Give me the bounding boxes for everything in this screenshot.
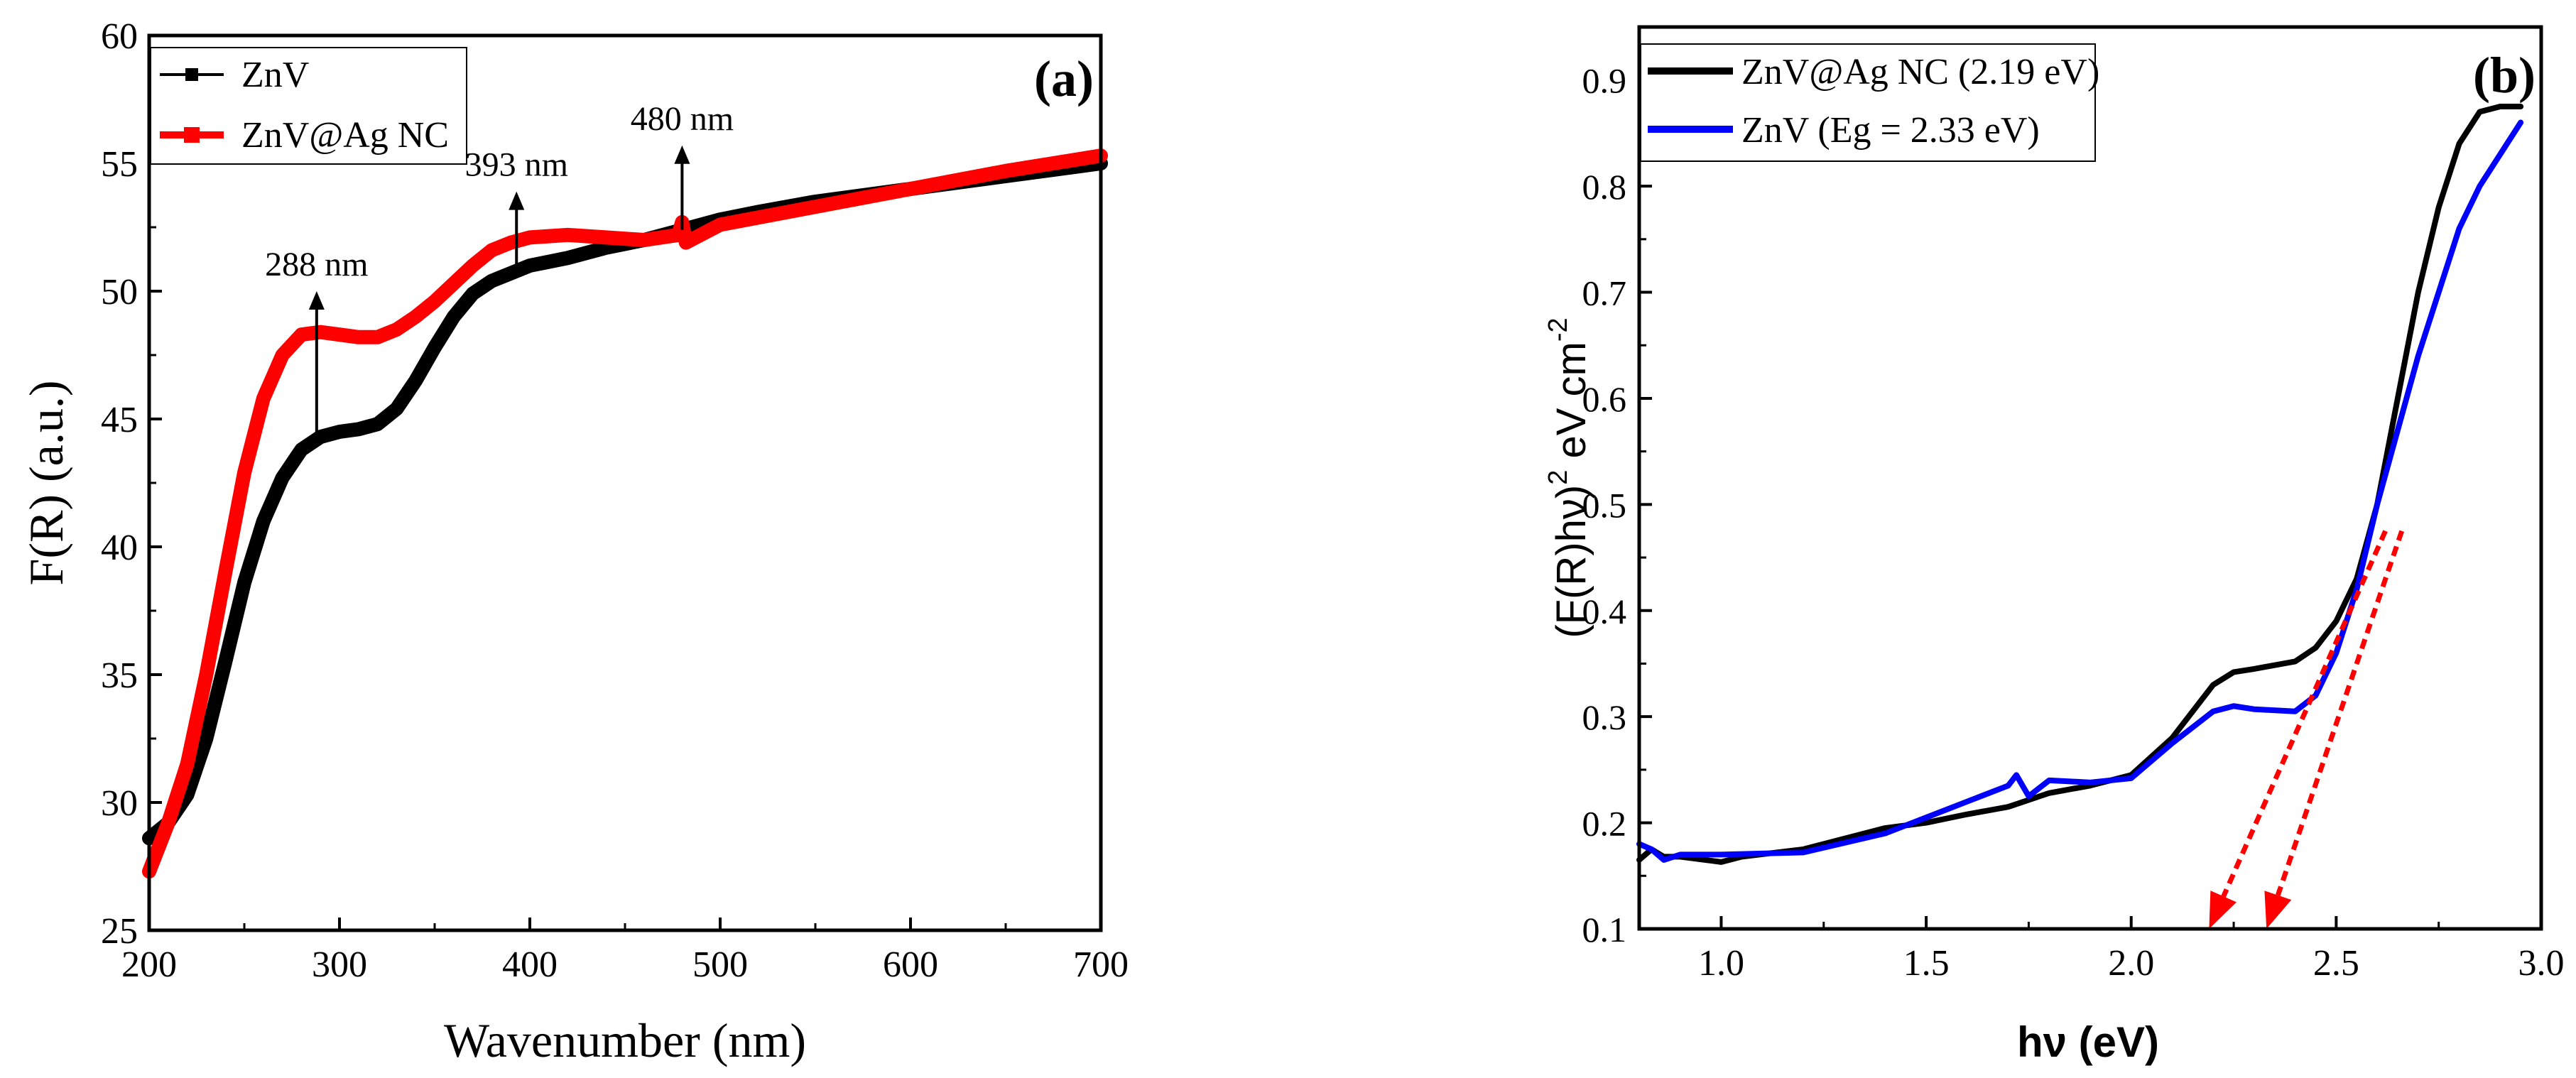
chart-b-ytick-label: 0.5 [1582, 485, 1627, 525]
annotation-label-393-nm: 393 nm [465, 146, 568, 184]
chart-b-ytick-label: 0.7 [1582, 273, 1627, 313]
chart-b-ytick-label: 0.9 [1582, 61, 1627, 101]
legend-a-label-znvag: ZnV@Ag NC [241, 115, 449, 156]
chart-a-ylabel: F(R) (a.u.) [19, 381, 73, 586]
tangent-line-znv-ag-nc [2221, 530, 2388, 898]
chart-b-xtick-label: 1.0 [1698, 943, 1744, 984]
chart-b-legend-box [1640, 43, 2096, 162]
chart-a-ytick-label: 25 [101, 911, 138, 952]
chart-a-ytick-label: 50 [101, 272, 138, 312]
chart-a-ytick-label: 45 [101, 400, 138, 440]
chart-b-ticks: 1.0 1.5 2.0 2.5 3.0 0.1 0.2 0.3 0.4 0.5 0.6 0.7 0.8 0… [1582, 61, 2565, 984]
chart-b-panel-label: (b) [2473, 47, 2536, 104]
chart-b-ytick-label: 0.6 [1582, 379, 1627, 419]
annotation-arrow-head [674, 145, 690, 164]
legend-b-label-znv: ZnV (Eg = 2.33 eV) [1741, 110, 2040, 151]
chart-a-xtick-label: 700 [1073, 944, 1129, 985]
chart-a: 200 300 400 500 600 700 25 30 35 40 45 50 55 60 288 n… [19, 16, 1129, 1067]
chart-b-xtick-label: 2.0 [2108, 943, 2154, 984]
chart-a-xtick-label: 400 [502, 944, 558, 985]
chart-b-series-group [1636, 104, 2524, 865]
series-b-znv-ag-nc-2-19-ev [1636, 104, 2524, 865]
tangent-arrow-head-znv-ag-nc [2209, 891, 2237, 929]
chart-b-ytick-label: 0.3 [1582, 697, 1627, 737]
legend-b-label-znvag: ZnV@Ag NC (2.19 eV) [1741, 52, 2099, 92]
chart-b-xtick-label: 2.5 [2313, 943, 2359, 984]
chart-b-xtick-label: 1.5 [1903, 943, 1950, 984]
chart-a-xlabel: Wavenumber (nm) [444, 1013, 806, 1067]
legend-a-marker-znv [185, 68, 198, 81]
chart-a-xtick-label: 300 [312, 944, 367, 985]
chart-b: 1.0 1.5 2.0 2.5 3.0 0.1 0.2 0.3 0.4 0.5 0.6 0.7 0.8 0… [1543, 25, 2565, 1066]
chart-a-xtick-label: 600 [883, 944, 938, 985]
tangent-arrow-head-znv [2264, 891, 2292, 929]
chart-a-ytick-label: 55 [101, 144, 138, 185]
annotation-label-480-nm: 480 nm [631, 100, 734, 138]
chart-b-ylabel-sup: 2 [1543, 470, 1573, 485]
chart-b-ylabel-unit-sup: -2 [1543, 317, 1573, 342]
chart-b-ytick-label: 0.8 [1582, 167, 1627, 207]
chart-b-ytick-label: 0.2 [1582, 804, 1627, 844]
chart-a-annotations: 288 nm 393 nm 480 nm [265, 100, 734, 437]
legend-a-marker-znvag [184, 127, 200, 143]
chart-a-xtick-label: 500 [692, 944, 748, 985]
chart-a-xtick-label: 200 [121, 944, 177, 985]
legend-a-label-znv: ZnV [241, 55, 309, 95]
chart-b-ylabel-main: (F(R)hν) [1548, 485, 1594, 638]
annotation-arrow-head [308, 291, 325, 310]
chart-a-ticks: 200 300 400 500 600 700 25 30 35 40 45 50 55 60 [101, 16, 1129, 985]
chart-b-ylabel: (F(R)hν)2 eV cm-2 [1543, 317, 1594, 638]
annotation-arrow-head [509, 191, 525, 210]
chart-a-frame [147, 33, 1103, 932]
chart-b-xtick-label: 3.0 [2518, 943, 2565, 984]
chart-b-frame [1637, 25, 2543, 931]
chart-b-ylabel-unit: eV cm [1548, 342, 1594, 470]
annotation-label-288-nm: 288 nm [265, 246, 368, 283]
chart-a-legend: ZnV ZnV@Ag NC [150, 47, 467, 165]
chart-b-ytick-label: 0.4 [1582, 592, 1627, 631]
chart-b-xlabel: hν (eV) [2017, 1018, 2159, 1066]
series-b-znv-eg-2-33-ev [1636, 119, 2524, 863]
chart-a-ytick-label: 40 [101, 528, 138, 568]
chart-a-ytick-label: 60 [101, 16, 138, 57]
chart-a-series-group [142, 148, 1108, 879]
chart-a-panel-label: (a) [1034, 50, 1094, 107]
chart-a-legend-box [150, 47, 467, 165]
chart-a-ytick-label: 35 [101, 655, 138, 696]
series-a-znv-ag-nc [142, 148, 1108, 879]
chart-b-tangents [2209, 530, 2405, 929]
chart-a-ytick-label: 30 [101, 783, 138, 824]
chart-b-ytick-label: 0.1 [1582, 910, 1627, 949]
chart-b-legend: ZnV@Ag NC (2.19 eV) ZnV (Eg = 2.33 eV) [1640, 43, 2099, 162]
